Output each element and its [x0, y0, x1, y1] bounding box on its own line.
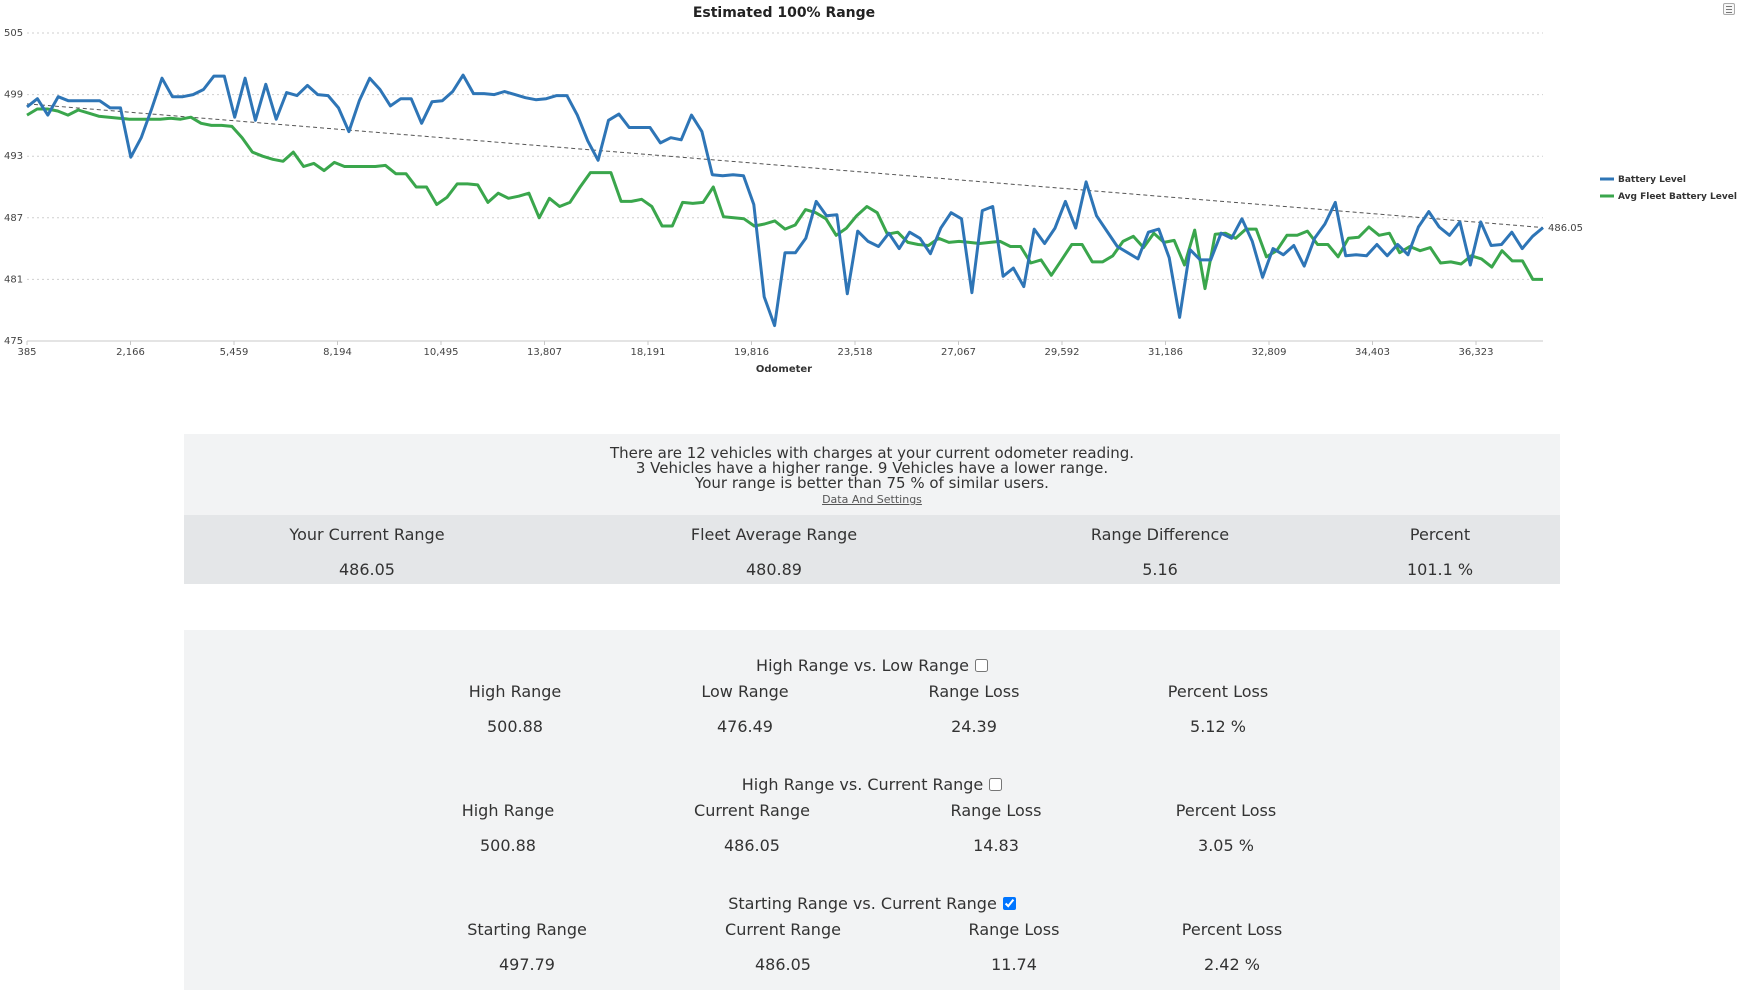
- high-vs-low-checkbox[interactable]: [974, 659, 988, 672]
- chart-menu-icon[interactable]: [1723, 3, 1735, 15]
- chart-legend: Battery Level Avg Fleet Battery Level: [1600, 175, 1737, 202]
- column-header: Percent: [1409, 525, 1471, 544]
- comparison-value: 24.39: [951, 717, 997, 736]
- comparison-header: Percent Loss: [1167, 682, 1269, 701]
- x-tick-label: 18,191: [631, 347, 666, 358]
- column-header: Fleet Average Range: [690, 525, 858, 544]
- data-and-settings-link[interactable]: Data And Settings: [822, 493, 922, 506]
- comparison-header: Range Loss: [968, 920, 1060, 939]
- x-tick-label: 29,592: [1045, 347, 1080, 358]
- column-value: 480.89: [746, 560, 802, 579]
- y-tick-label: 481: [4, 274, 23, 285]
- high-vs-low-title: High Range vs. Low Range: [184, 656, 1560, 675]
- x-tick-label: 19,816: [734, 347, 769, 358]
- comparison-value: 11.74: [991, 955, 1037, 974]
- comparison-header: Starting Range: [467, 920, 587, 939]
- starting-vs-current-checkbox[interactable]: [1002, 897, 1016, 910]
- comparison-value: 500.88: [480, 836, 536, 855]
- comparison-header: Percent Loss: [1175, 801, 1277, 820]
- comparison-value: 500.88: [487, 717, 543, 736]
- comparison-header: Current Range: [725, 920, 841, 939]
- column-value: 5.16: [1142, 560, 1178, 579]
- x-tick-label: 10,495: [424, 347, 459, 358]
- comparison-value: 3.05 %: [1198, 836, 1254, 855]
- y-tick-label: 505: [4, 28, 23, 39]
- starting-vs-current-title: Starting Range vs. Current Range: [184, 894, 1560, 913]
- comparison-value: 2.42 %: [1204, 955, 1260, 974]
- x-tick-label: 32,809: [1252, 347, 1287, 358]
- x-tick-label: 5,459: [220, 347, 249, 358]
- comparison-header: Current Range: [694, 801, 810, 820]
- comparison-header: Low Range: [701, 682, 789, 701]
- avg-fleet-battery-level-series-line: [26, 107, 1543, 291]
- x-tick-label: 27,067: [941, 347, 976, 358]
- y-tick-label: 487: [4, 213, 23, 224]
- chart-title: Estimated 100% Range: [693, 5, 875, 21]
- summary-panel: There are 12 vehicles with charges at yo…: [184, 434, 1560, 584]
- high-vs-current-title: High Range vs. Current Range: [184, 775, 1560, 794]
- comparison-value: 476.49: [717, 717, 773, 736]
- x-tick-label: 23,518: [838, 347, 873, 358]
- end-value-label: 486.05: [1548, 223, 1583, 234]
- section-title-text: High Range vs. Low Range: [756, 656, 969, 675]
- column-header: Your Current Range: [289, 525, 445, 544]
- comparison-value: 486.05: [724, 836, 780, 855]
- comparison-header: Range Loss: [928, 682, 1020, 701]
- section-title-text: Starting Range vs. Current Range: [728, 894, 997, 913]
- range-chart: Estimated 100% Range 475 481 487 493 499 505 3…: [0, 0, 1741, 400]
- range-chart-svg: Estimated 100% Range 475 481 487 493 499 505 3…: [4, 5, 1737, 375]
- high-vs-current-checkbox[interactable]: [989, 778, 1003, 791]
- x-tick-label: 8,194: [323, 347, 352, 358]
- comparison-value: 497.79: [499, 955, 555, 974]
- x-tick-label: 36,323: [1459, 347, 1494, 358]
- range-comparison-panel: High Range vs. Low Range High Range Low …: [184, 630, 1560, 990]
- column-header: Range Difference: [1090, 525, 1230, 544]
- x-tick-label: 13,807: [527, 347, 562, 358]
- comparison-header: Percent Loss: [1181, 920, 1283, 939]
- legend-label: Avg Fleet Battery Level: [1618, 192, 1737, 202]
- section-title-text: High Range vs. Current Range: [741, 775, 984, 794]
- x-tick-label: 385: [17, 347, 36, 358]
- x-axis-label: Odometer: [756, 364, 812, 375]
- summary-line-vehicles: There are 12 vehicles with charges at yo…: [609, 444, 1135, 462]
- x-tick-label: 31,186: [1148, 347, 1183, 358]
- comparison-header: High Range: [468, 682, 562, 701]
- summary-line-higher-lower: 3 Vehicles have a higher range. 9 Vehicl…: [635, 459, 1109, 477]
- legend-label: Battery Level: [1618, 175, 1686, 185]
- comparison-value: 14.83: [973, 836, 1019, 855]
- column-value: 101.1 %: [1406, 560, 1474, 579]
- comparison-header: Range Loss: [950, 801, 1042, 820]
- battery-level-series-line: [26, 73, 1544, 328]
- y-tick-label: 475: [4, 336, 23, 347]
- comparison-header: High Range: [461, 801, 555, 820]
- comparison-value: 5.12 %: [1190, 717, 1246, 736]
- y-tick-label: 493: [4, 151, 23, 162]
- x-tick-label: 2,166: [116, 347, 145, 358]
- comparison-value: 486.05: [755, 955, 811, 974]
- y-tick-label: 499: [4, 90, 23, 101]
- x-tick-label: 34,403: [1355, 347, 1390, 358]
- summary-line-better-than: Your range is better than 75 % of simila…: [695, 474, 1049, 492]
- trend-line: [26, 103, 1544, 229]
- column-value: 486.05: [339, 560, 395, 579]
- range-summary-table: Your Current Range 486.05 Fleet Average …: [184, 515, 1560, 584]
- summary-text: There are 12 vehicles with charges at yo…: [184, 434, 1560, 507]
